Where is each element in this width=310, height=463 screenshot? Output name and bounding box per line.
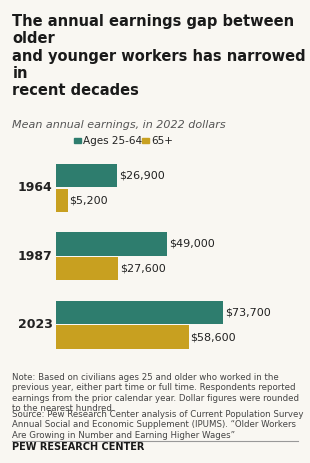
- Bar: [56, 164, 117, 187]
- Bar: [74, 138, 81, 143]
- Bar: [56, 300, 223, 324]
- Text: $58,600: $58,600: [191, 332, 236, 342]
- Text: Note: Based on civilians ages 25 and older who worked in the
previous year, eith: Note: Based on civilians ages 25 and old…: [12, 373, 299, 413]
- Bar: [56, 232, 167, 256]
- Bar: [56, 257, 118, 280]
- Text: PEW RESEARCH CENTER: PEW RESEARCH CENTER: [12, 442, 145, 452]
- Text: $73,700: $73,700: [225, 307, 271, 317]
- Text: 1987: 1987: [18, 250, 52, 263]
- Text: $27,600: $27,600: [120, 264, 166, 274]
- Text: Source: Pew Research Center analysis of Current Population Survey
Annual Social : Source: Pew Research Center analysis of …: [12, 410, 304, 439]
- Bar: [56, 188, 68, 212]
- Text: Mean annual earnings, in 2022 dollars: Mean annual earnings, in 2022 dollars: [12, 120, 226, 131]
- Bar: [142, 138, 149, 143]
- Text: $5,200: $5,200: [69, 195, 108, 205]
- Text: Ages 25-64: Ages 25-64: [83, 136, 142, 145]
- Bar: [56, 325, 189, 349]
- Text: 1964: 1964: [18, 181, 52, 194]
- Text: $49,000: $49,000: [169, 239, 215, 249]
- Text: 65+: 65+: [151, 136, 173, 145]
- Text: $26,900: $26,900: [119, 170, 164, 181]
- Text: 2023: 2023: [18, 318, 52, 331]
- Text: The annual earnings gap between older
and younger workers has narrowed in
recent: The annual earnings gap between older an…: [12, 14, 306, 99]
